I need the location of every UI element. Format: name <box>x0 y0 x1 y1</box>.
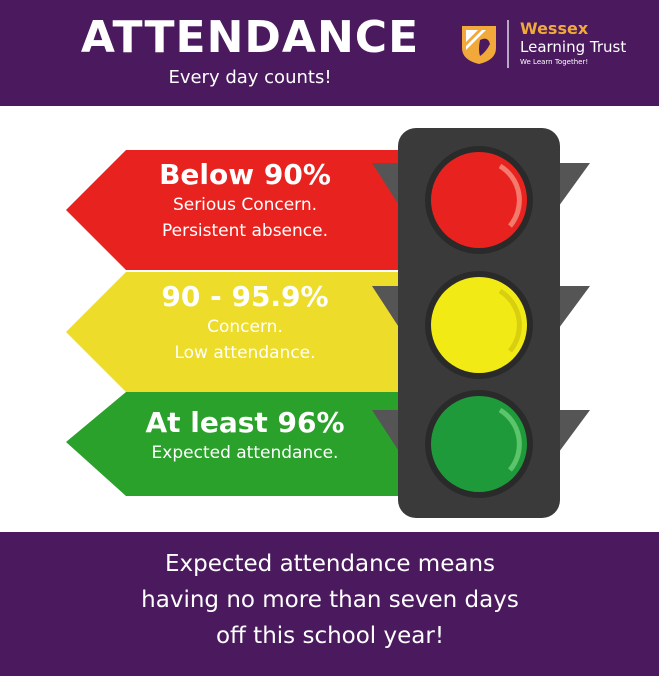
yellow-band-line1: Concern. <box>207 317 283 337</box>
yellow-band-heading: 90 - 95.9% <box>161 280 329 313</box>
red-band-heading: Below 90% <box>159 158 331 191</box>
header-banner <box>0 0 659 106</box>
green-arrow-band <box>66 392 402 496</box>
green-band-text: At least 96% Expected attendance. <box>110 406 380 466</box>
green-band-heading: At least 96% <box>145 406 345 439</box>
yellow-arrow-band <box>66 272 402 392</box>
footer-banner <box>0 532 659 676</box>
logo-name-wessex: Wessex <box>520 19 589 38</box>
yellow-band-text: 90 - 95.9% Concern. Low attendance. <box>110 280 380 366</box>
green-light <box>431 396 527 492</box>
left-visor-red <box>372 163 402 210</box>
left-visor-yellow <box>372 286 402 332</box>
red-band-line1: Serious Concern. <box>172 195 318 215</box>
right-visor-green <box>556 410 590 456</box>
logo-tagline: We Learn Together! <box>520 58 589 66</box>
footer-line3: off this school year! <box>215 623 445 649</box>
page-subtitle: Every day counts! <box>168 67 332 88</box>
red-band-line2: Persistent absence. <box>161 221 328 241</box>
shield-logo-icon <box>462 26 496 64</box>
left-visor-green <box>372 410 402 456</box>
red-light <box>431 152 527 248</box>
logo-divider <box>507 20 509 68</box>
yellow-light <box>431 277 527 373</box>
footer-line2: having no more than seven days <box>141 587 519 613</box>
logo-name-learning-trust: Learning Trust <box>520 38 627 56</box>
red-band-text: Below 90% Serious Concern. Persistent ab… <box>110 158 380 244</box>
page-title: ATTENDANCE <box>80 12 420 63</box>
footer-message: Expected attendance means having no more… <box>40 546 620 654</box>
right-visor-red <box>556 163 590 210</box>
right-visor-yellow <box>556 286 590 332</box>
red-arrow-band <box>66 150 402 270</box>
green-band-line1: Expected attendance. <box>151 443 339 463</box>
yellow-band-line2: Low attendance. <box>174 343 316 363</box>
footer-line1: Expected attendance means <box>164 551 496 577</box>
